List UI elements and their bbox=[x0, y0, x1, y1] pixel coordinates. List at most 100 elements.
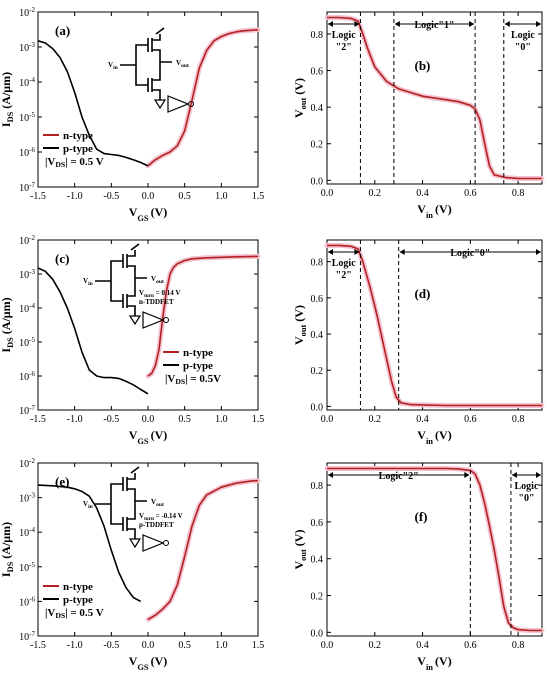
x-tick-label: 0.6 bbox=[464, 188, 477, 199]
region-label: Logic"1" bbox=[415, 20, 455, 31]
series-halo bbox=[324, 466, 545, 633]
amplifier-icon bbox=[167, 95, 190, 113]
circuit-inset: Vin Vout bbox=[108, 27, 194, 113]
panel-tag: (b) bbox=[415, 58, 431, 73]
arrow-head-right bbox=[469, 21, 475, 27]
vout-label: Vout bbox=[151, 275, 164, 285]
x-tick-label: 0.5 bbox=[178, 640, 191, 651]
x-tick-label: 0.0 bbox=[321, 188, 334, 199]
y-tick-label: 10-4 bbox=[19, 302, 35, 315]
x-tick-label: -0.5 bbox=[103, 640, 119, 651]
circuit-wires bbox=[95, 243, 147, 316]
x-tick-label: 0.4 bbox=[416, 640, 429, 651]
arrow-head-right bbox=[536, 472, 541, 478]
arrow-head-right bbox=[536, 21, 541, 27]
device-turn-voltage: Vturn = -0.14 V bbox=[139, 512, 183, 522]
series-line-p-type bbox=[37, 484, 142, 603]
x-tick-label: 0.5 bbox=[178, 191, 191, 202]
series-line-n-type bbox=[147, 255, 259, 377]
vin-label: Vin bbox=[83, 277, 94, 287]
x-axis-title: Vin (V) bbox=[417, 428, 451, 446]
arrow-head-right bbox=[536, 249, 541, 255]
arrow-head-left bbox=[504, 21, 510, 27]
y-tick-label: 10-2 bbox=[19, 6, 35, 19]
ground-icon bbox=[128, 538, 142, 549]
region-label: Logic bbox=[515, 481, 539, 492]
series-line-n-type bbox=[147, 29, 259, 167]
y-tick-label: 10-3 bbox=[19, 268, 35, 281]
x-axis-title: VGS (V) bbox=[129, 205, 168, 223]
amplifier-icon bbox=[142, 534, 165, 552]
panel-tag: (d) bbox=[415, 286, 431, 301]
panel-tag: (c) bbox=[55, 251, 69, 266]
x-tick-label: 0.4 bbox=[416, 188, 429, 199]
arrow-head-left bbox=[328, 249, 333, 255]
region-label: "2" bbox=[336, 42, 352, 53]
y-axis-title: IDS (A/μm) bbox=[0, 72, 15, 127]
x-tick-label: 0.4 bbox=[416, 414, 429, 425]
vout-label: Vout bbox=[151, 498, 164, 508]
series-line-vout bbox=[327, 16, 542, 180]
x-axis-title: Vin (V) bbox=[417, 202, 451, 220]
legend-vds: |VDS| = 0.5 V bbox=[45, 156, 104, 169]
vout-label: Vout bbox=[176, 59, 189, 69]
x-tick-label: -0.5 bbox=[103, 414, 119, 425]
y-tick-label: 0.2 bbox=[311, 592, 324, 603]
y-tick-label: 0.4 bbox=[311, 555, 324, 566]
series-halo bbox=[324, 242, 545, 408]
x-tick-label: 0.0 bbox=[142, 191, 155, 202]
arrow-head-left bbox=[328, 472, 333, 478]
ground-icon bbox=[128, 315, 142, 326]
y-tick-label: 10-6 bbox=[19, 370, 35, 383]
x-tick-label: 0.0 bbox=[142, 414, 155, 425]
x-tick-label: -1.0 bbox=[67, 414, 83, 425]
y-tick-label: 10-7 bbox=[19, 181, 35, 194]
x-tick-label: 0.8 bbox=[512, 414, 525, 425]
x-tick-label: 1.5 bbox=[252, 191, 265, 202]
y-tick-label: 0.4 bbox=[311, 330, 324, 341]
y-tick-label: 0.0 bbox=[311, 628, 324, 639]
x-tick-label: 0.0 bbox=[321, 414, 334, 425]
legend-label-p: p-type bbox=[63, 594, 93, 606]
plot-frame bbox=[326, 462, 543, 637]
legend-label-n: n-type bbox=[183, 347, 213, 359]
series-halo bbox=[145, 27, 261, 169]
y-tick-label: 10-7 bbox=[19, 630, 35, 643]
legend-label-p: p-type bbox=[63, 143, 93, 155]
legend-label-n: n-type bbox=[63, 130, 93, 142]
x-tick-label: -0.5 bbox=[103, 191, 119, 202]
y-axis-title: IDS (A/μm) bbox=[0, 522, 15, 577]
x-tick-label: 0.2 bbox=[369, 414, 382, 425]
y-tick-label: 10-6 bbox=[19, 595, 35, 608]
vin-label: Vin bbox=[108, 61, 119, 71]
x-tick-label: 0.8 bbox=[512, 188, 525, 199]
series-line-vout bbox=[327, 467, 542, 632]
panel-f: 0.0 0.2 0.4 0.6 0.8 0.0 0.2 0.4 0.6 0.8 Vin (V) Vou… bbox=[292, 462, 545, 672]
x-axis-title: Vin (V) bbox=[417, 654, 451, 672]
y-tick-label: 0.6 bbox=[311, 67, 324, 78]
y-tick-label: 0.2 bbox=[311, 140, 324, 151]
region-label: "2" bbox=[336, 270, 352, 281]
y-tick-label: 10-3 bbox=[19, 41, 35, 54]
y-tick-label: 0.2 bbox=[311, 366, 324, 377]
y-axis-title: IDS (A/μm) bbox=[0, 297, 15, 352]
region-label: Logic bbox=[332, 30, 356, 41]
plot-frame bbox=[37, 239, 259, 411]
device-type-label: n-TDDFET bbox=[139, 298, 174, 306]
arrow-head-right bbox=[464, 472, 470, 478]
legend-label-n: n-type bbox=[63, 581, 93, 593]
x-tick-label: 0.0 bbox=[321, 640, 334, 651]
y-tick-label: 10-2 bbox=[19, 234, 35, 247]
panel-e: -1.5 -1.0 -0.5 0.0 0.5 1.0 1.5 10-7 10-6 10-5 10-4… bbox=[0, 457, 264, 672]
panel-b: 0.0 0.2 0.4 0.6 0.8 0.0 0.2 0.4 0.6 0.8 Vin (V) Vou… bbox=[292, 11, 545, 220]
x-tick-label: -1.5 bbox=[30, 414, 46, 425]
x-tick-label: 0.2 bbox=[369, 640, 382, 651]
x-axis-title: VGS (V) bbox=[129, 428, 168, 446]
region-label: Logic bbox=[511, 30, 535, 41]
panel-tag: (a) bbox=[55, 23, 70, 38]
y-tick-label: 10-6 bbox=[19, 146, 35, 159]
y-tick-label: 0.8 bbox=[311, 258, 324, 269]
